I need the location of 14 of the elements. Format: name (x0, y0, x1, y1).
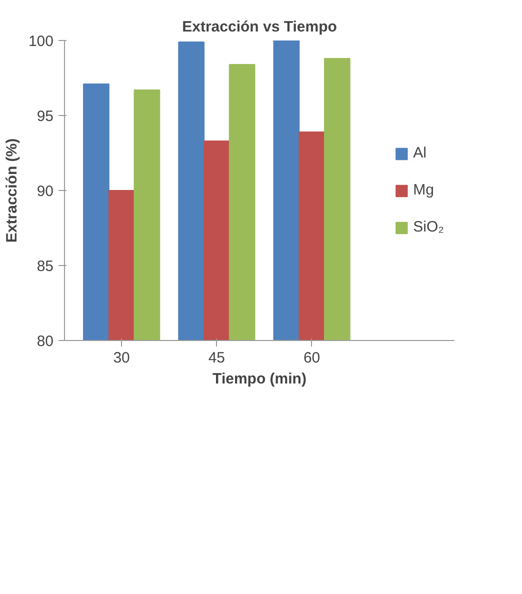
y-tick-label: 85 (36, 258, 54, 275)
y-tick-label: 95 (36, 108, 54, 125)
x-axis-title: Tiempo (min) (212, 370, 306, 388)
y-axis-title: Extracción (%) (3, 138, 20, 243)
legend-label: SiO₂ (413, 218, 444, 236)
y-tick-label: 80 (36, 333, 54, 350)
x-tick-label: 30 (113, 350, 130, 366)
chart-title: Extracción vs Tiempo (182, 18, 337, 36)
x-tick-label: 60 (303, 350, 320, 366)
legend-label: Mg (413, 182, 434, 198)
y-tick-label: 90 (36, 183, 54, 200)
y-tick-label: 100 (28, 33, 54, 50)
x-tick-label: 45 (208, 350, 226, 366)
legend-label: Al (413, 144, 428, 162)
